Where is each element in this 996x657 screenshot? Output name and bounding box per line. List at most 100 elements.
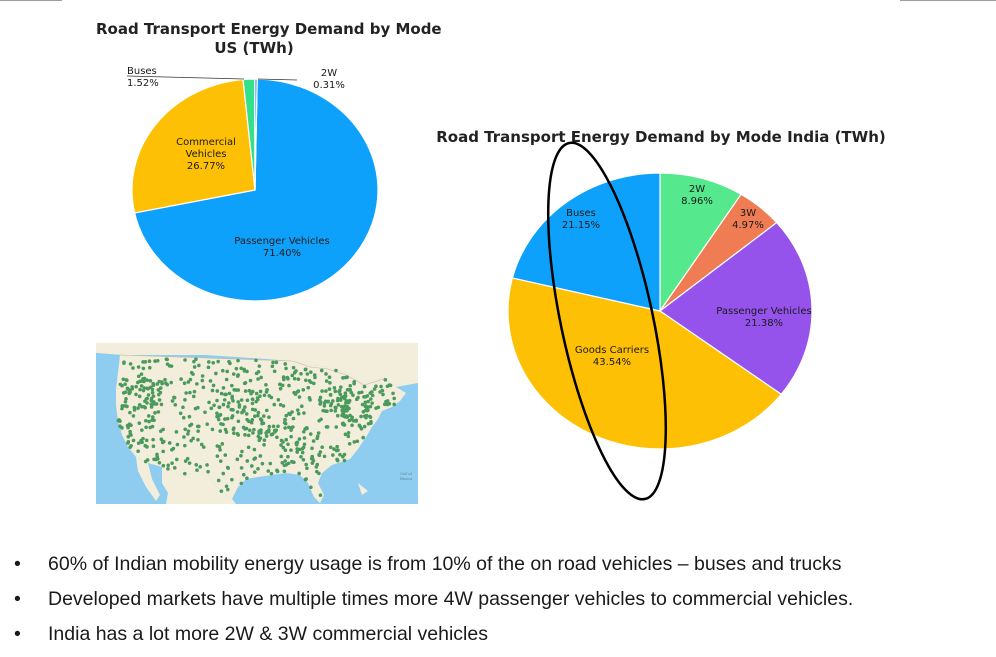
bullet-list: • 60% of Indian mobility energy usage is… [14, 551, 853, 656]
map-marker-dot [359, 414, 363, 419]
map-marker-dot [224, 392, 228, 397]
map-marker-dot [368, 391, 373, 395]
map-marker-dot [333, 389, 338, 394]
map-marker-dot [333, 409, 338, 413]
map-marker-dot [178, 411, 183, 416]
map-land-baja [136, 457, 160, 501]
map-marker-dot [299, 372, 303, 376]
map-marker-dot [155, 452, 159, 457]
map-marker-dot [264, 434, 269, 438]
map-marker-dot [246, 433, 251, 438]
map-marker-dot [146, 386, 150, 391]
india-value-buses: 21.15% [562, 220, 600, 231]
map-marker-dot [221, 471, 226, 476]
map-marker-dot [355, 439, 360, 444]
map-marker-dot [218, 448, 222, 452]
map-marker-dot [388, 383, 393, 388]
map-marker-dot [363, 400, 368, 405]
map-marker-dot [303, 367, 308, 372]
map-marker-dot [192, 365, 197, 369]
map-marker-dot [250, 464, 254, 468]
map-label-gulf-1: Gulf of [400, 472, 412, 476]
map-marker-dot [242, 369, 247, 373]
map-marker-dot [147, 359, 152, 363]
us-label-text-2w: 2W [321, 68, 337, 79]
map-marker-dot [181, 405, 185, 410]
map-label-gulf-2: Mexico [400, 477, 412, 481]
map-marker-dot [281, 375, 286, 379]
us-leader-buses [126, 75, 245, 80]
map-marker-dot [341, 376, 345, 380]
map-marker-dot [363, 404, 368, 408]
map-marker-dot [335, 457, 339, 462]
map-marker-dot [392, 396, 397, 401]
map-marker-dot [149, 405, 154, 409]
map-marker-dot [392, 402, 396, 407]
map-marker-dot [283, 459, 287, 463]
map-marker-dot [385, 402, 390, 407]
map-marker-dot [256, 467, 260, 471]
map-marker-dot [310, 461, 315, 465]
map-marker-dot [121, 377, 126, 382]
map-marker-dot [320, 445, 324, 450]
map-marker-dot [273, 429, 277, 434]
bullet-text: 60% of Indian mobility energy usage is f… [48, 553, 842, 575]
map-marker-dot [217, 405, 222, 410]
map-marker-dot [167, 441, 172, 445]
map-marker-dot [225, 416, 230, 421]
map-marker-dot [224, 430, 229, 434]
map-marker-dot [264, 431, 268, 435]
map-marker-dot [339, 385, 343, 389]
map-marker-dot [274, 360, 279, 365]
map-marker-dot [201, 445, 206, 449]
us-slice-passenger-vehicles [133, 78, 379, 302]
map-marker-dot [347, 441, 352, 446]
map-marker-dot [329, 401, 334, 406]
map-marker-dot [289, 434, 293, 439]
map-marker-dot [191, 436, 195, 441]
us-label-text-passenger-vehicles: Passenger Vehicles [234, 236, 329, 247]
map-marker-dot [243, 433, 247, 437]
map-marker-dot [372, 387, 377, 391]
map-marker-dot [128, 410, 132, 415]
map-marker-dot [292, 390, 296, 395]
map-marker-dot [192, 389, 197, 394]
map-marker-dot [382, 402, 387, 407]
map-marker-dot [370, 393, 375, 398]
map-marker-dot [150, 390, 155, 395]
map-marker-dot [347, 406, 351, 411]
map-marker-dot [261, 421, 266, 426]
map-marker-dot [139, 384, 144, 388]
map-marker-dot [266, 469, 271, 473]
map-marker-dot [265, 388, 269, 392]
map-marker-dot [236, 400, 241, 404]
map-marker-dot [226, 404, 230, 409]
map-marker-dot [258, 454, 263, 458]
map-marker-dot [290, 410, 294, 414]
map-marker-dot [325, 409, 329, 414]
map-marker-dot [245, 398, 250, 403]
map-marker-dot [144, 438, 149, 443]
map-marker-dot [144, 425, 148, 430]
map-marker-dot [182, 435, 186, 439]
india-label-2w: 2W8.96% [681, 184, 713, 207]
map-marker-dot [291, 416, 296, 421]
map-marker-dot [253, 414, 257, 419]
map-marker-dot [308, 432, 313, 436]
map-marker-dot [349, 390, 354, 395]
map-marker-dot [128, 432, 133, 436]
map-marker-dot [289, 426, 293, 430]
map-marker-dot [140, 428, 144, 432]
map-marker-dot [219, 489, 224, 493]
map-marker-dot [137, 421, 142, 426]
map-marker-dot [342, 452, 347, 457]
map-marker-dot [183, 443, 187, 448]
map-marker-dot [205, 463, 209, 467]
map-marker-dot [256, 377, 260, 381]
map-marker-dot [224, 484, 229, 489]
map-marker-dot [215, 411, 219, 416]
map-marker-dot [149, 396, 154, 401]
map-marker-dot [216, 359, 220, 364]
map-marker-dot [189, 438, 193, 443]
